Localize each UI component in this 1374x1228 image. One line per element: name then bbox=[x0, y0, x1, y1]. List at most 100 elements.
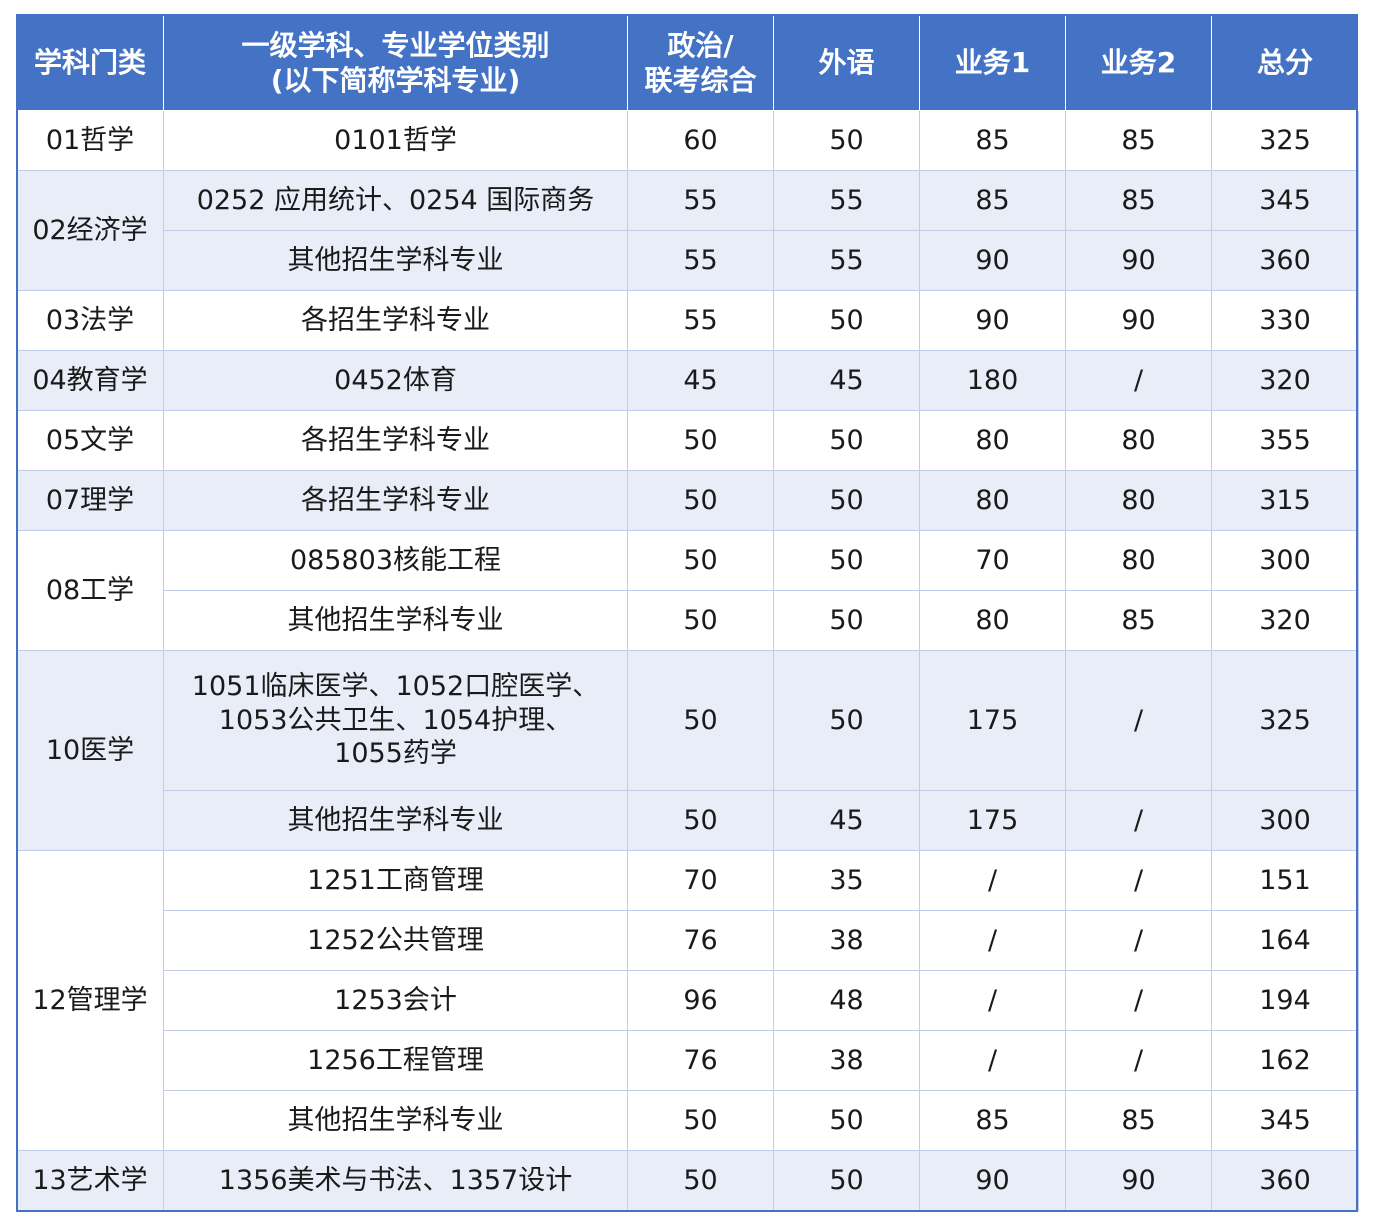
politics-score-cell: 60 bbox=[627, 110, 774, 171]
category-cell: 03法学 bbox=[16, 290, 164, 351]
total-score-cell: 355 bbox=[1211, 410, 1359, 471]
total-score-cell: 300 bbox=[1211, 790, 1359, 851]
subject2-score-cell: 90 bbox=[1065, 230, 1212, 291]
table-body: 01哲学 0101哲学 60 50 85 85 325 02经济学 0252 应用统计、0254… bbox=[16, 110, 1359, 1211]
header-category: 学科门类 bbox=[16, 14, 164, 111]
major-cell: 085803核能工程 bbox=[163, 530, 628, 591]
total-score-cell: 194 bbox=[1211, 970, 1359, 1031]
total-score-cell: 300 bbox=[1211, 530, 1359, 591]
foreign-score-cell: 50 bbox=[773, 1090, 920, 1151]
table-row: 08工学 085803核能工程 50 50 70 80 300 bbox=[16, 530, 1359, 651]
foreign-score-cell: 45 bbox=[773, 350, 920, 411]
subject2-score-cell: 85 bbox=[1065, 1090, 1212, 1151]
total-score-cell: 320 bbox=[1211, 350, 1359, 411]
table-row: 04教育学 0452体育 45 45 180/320 bbox=[16, 350, 1359, 411]
total-score-cell: 360 bbox=[1211, 230, 1359, 291]
major-cell: 1256工程管理 bbox=[163, 1030, 628, 1091]
table-row: 其他招生学科专业 50 50 85 85 345 bbox=[17, 1090, 1359, 1151]
category-cell: 13艺术学 bbox=[16, 1150, 164, 1211]
total-score-cell: 315 bbox=[1211, 470, 1359, 531]
subject2-score-cell: / bbox=[1065, 850, 1212, 911]
major-line: 1055药学 bbox=[334, 738, 457, 770]
table-row: 05文学 各招生学科专业 50 50 80 80 355 bbox=[16, 410, 1359, 471]
subject2-score-cell: / bbox=[1065, 910, 1212, 971]
major-cell: 其他招生学科专业 bbox=[163, 590, 628, 651]
major-cell: 其他招生学科专业 bbox=[163, 230, 628, 291]
header-total: 总分 bbox=[1211, 14, 1359, 111]
foreign-score-cell: 55 bbox=[773, 230, 920, 291]
subject1-score-cell: / bbox=[919, 1030, 1066, 1091]
category-cell: 02经济学 bbox=[16, 170, 164, 291]
major-cell: 1253会计 bbox=[163, 970, 628, 1031]
subject2-score-cell: / bbox=[1065, 350, 1212, 411]
foreign-score-cell: 38 bbox=[773, 1030, 920, 1091]
major-line: 1053公共卫生、1054护理、 bbox=[218, 704, 573, 736]
category-cell: 10医学 bbox=[16, 650, 164, 851]
politics-score-cell: 50 bbox=[627, 590, 774, 651]
score-table: 学科门类 一级学科、专业学位类别 (以下简称学科专业) 政治/ 联考综合 外语 … bbox=[16, 14, 1359, 1211]
table-row: 12管理学 1251工商管理 70 35//151 bbox=[16, 850, 1359, 1151]
total-score-cell: 320 bbox=[1211, 590, 1359, 651]
total-score-cell: 360 bbox=[1211, 1150, 1359, 1211]
table-row: 其他招生学科专业 50 45 175/300 bbox=[17, 790, 1359, 851]
foreign-score-cell: 48 bbox=[773, 970, 920, 1031]
major-line: 1051临床医学、1052口腔医学、 bbox=[191, 670, 600, 702]
header-subject2: 业务2 bbox=[1065, 14, 1212, 111]
politics-score-cell: 70 bbox=[627, 850, 774, 911]
subject2-score-cell: / bbox=[1065, 790, 1212, 851]
subject1-score-cell: 80 bbox=[919, 410, 1066, 471]
subject2-score-cell: 90 bbox=[1065, 290, 1212, 351]
category-cell: 08工学 bbox=[16, 530, 164, 651]
subject1-score-cell: / bbox=[919, 850, 1066, 911]
table-row: 10医学 1051临床医学、1052口腔医学、 1053公共卫生、1054护理、 10… bbox=[16, 650, 1359, 851]
subject1-score-cell: 175 bbox=[919, 790, 1066, 851]
politics-score-cell: 50 bbox=[627, 410, 774, 471]
header-major: 一级学科、专业学位类别 (以下简称学科专业) bbox=[163, 14, 628, 111]
foreign-score-cell: 55 bbox=[773, 170, 920, 231]
foreign-score-cell: 50 bbox=[773, 650, 920, 791]
foreign-score-cell: 45 bbox=[773, 790, 920, 851]
subject1-score-cell: 90 bbox=[919, 290, 1066, 351]
subject2-score-cell: 80 bbox=[1065, 530, 1212, 591]
major-cell: 0452体育 bbox=[163, 350, 628, 411]
total-score-cell: 330 bbox=[1211, 290, 1359, 351]
major-cell: 0101哲学 bbox=[163, 110, 628, 171]
table-row: 1253会计 96 48//194 bbox=[17, 970, 1359, 1031]
politics-score-cell: 76 bbox=[627, 910, 774, 971]
major-cell: 1356美术与书法、1357设计 bbox=[163, 1150, 628, 1211]
subject1-score-cell: 85 bbox=[919, 110, 1066, 171]
major-cell: 1051临床医学、1052口腔医学、 1053公共卫生、1054护理、 1055药学 bbox=[163, 650, 628, 791]
total-score-cell: 325 bbox=[1211, 650, 1359, 791]
subject1-score-cell: 80 bbox=[919, 590, 1066, 651]
subject2-score-cell: 80 bbox=[1065, 410, 1212, 471]
total-score-cell: 164 bbox=[1211, 910, 1359, 971]
politics-score-cell: 50 bbox=[627, 790, 774, 851]
header-subject1: 业务1 bbox=[919, 14, 1066, 111]
politics-score-cell: 50 bbox=[627, 1090, 774, 1151]
foreign-score-cell: 50 bbox=[773, 290, 920, 351]
header-foreign: 外语 bbox=[773, 14, 920, 111]
subject1-score-cell: 80 bbox=[919, 470, 1066, 531]
total-score-cell: 345 bbox=[1211, 1090, 1359, 1151]
table-header: 学科门类 一级学科、专业学位类别 (以下简称学科专业) 政治/ 联考综合 外语 … bbox=[16, 14, 1359, 111]
table-row: 13艺术学 1356美术与书法、1357设计 50 50 90 90 360 bbox=[16, 1150, 1359, 1211]
foreign-score-cell: 50 bbox=[773, 110, 920, 171]
subject1-score-cell: 180 bbox=[919, 350, 1066, 411]
major-cell: 其他招生学科专业 bbox=[163, 1090, 628, 1151]
foreign-score-cell: 38 bbox=[773, 910, 920, 971]
politics-score-cell: 50 bbox=[627, 530, 774, 591]
table-row: 07理学 各招生学科专业 50 50 80 80 315 bbox=[16, 470, 1359, 531]
foreign-score-cell: 50 bbox=[773, 470, 920, 531]
category-cell: 07理学 bbox=[16, 470, 164, 531]
major-cell: 各招生学科专业 bbox=[163, 410, 628, 471]
subject2-score-cell: 85 bbox=[1065, 590, 1212, 651]
subject2-score-cell: / bbox=[1065, 1030, 1212, 1091]
table-row: 其他招生学科专业 55 55 90 90 360 bbox=[17, 230, 1359, 291]
politics-score-cell: 50 bbox=[627, 470, 774, 531]
foreign-score-cell: 50 bbox=[773, 530, 920, 591]
table-row: 1252公共管理 76 38//164 bbox=[17, 910, 1359, 971]
politics-score-cell: 55 bbox=[627, 170, 774, 231]
subject1-score-cell: / bbox=[919, 910, 1066, 971]
major-cell: 各招生学科专业 bbox=[163, 290, 628, 351]
subject2-score-cell: 85 bbox=[1065, 110, 1212, 171]
